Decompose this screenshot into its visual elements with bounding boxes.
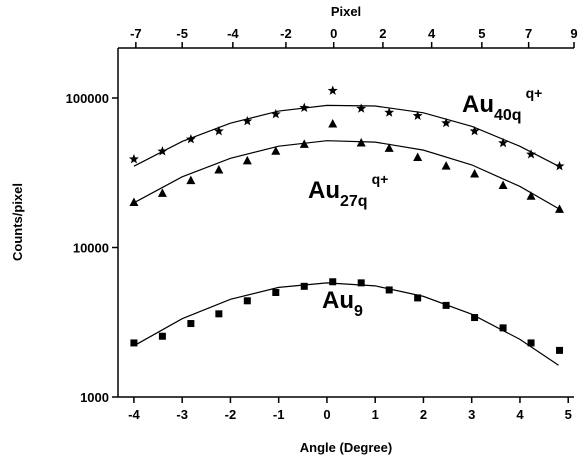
x2-tick-label: 0	[330, 26, 337, 41]
label-sub: 40q	[494, 107, 522, 124]
x2-tick-label: -4	[227, 26, 239, 41]
x-tick-label: 0	[323, 407, 330, 422]
star-marker	[213, 125, 224, 136]
x2-tick-label: 9	[570, 26, 577, 41]
x2-tick-label: -5	[176, 26, 188, 41]
square-marker	[556, 346, 564, 354]
triangle-marker	[186, 175, 196, 185]
label-base: Au	[308, 177, 340, 204]
triangle-marker	[299, 139, 309, 148]
y-axis-title: Counts/pixel	[10, 183, 25, 261]
square-marker	[414, 294, 422, 302]
x2-tick-label: 2	[379, 26, 386, 41]
triangle-marker	[129, 197, 139, 206]
star-marker	[299, 102, 310, 112]
label-sub: 9	[354, 303, 363, 320]
x-tick-label: 2	[420, 407, 427, 422]
triangle-marker	[384, 143, 394, 152]
fit-line	[133, 282, 559, 366]
star-marker	[412, 110, 423, 121]
star-marker	[441, 117, 452, 128]
x2-axis-title: Pixel	[331, 4, 361, 19]
star-marker	[185, 134, 196, 144]
x-tick-label: 3	[468, 407, 475, 422]
y-tick-label: 10000	[73, 241, 109, 256]
square-marker	[215, 310, 223, 318]
triangle-marker	[271, 146, 281, 155]
square-marker	[300, 282, 308, 290]
star-marker	[327, 85, 338, 95]
fit-line	[133, 104, 559, 167]
x-tick-label: -4	[128, 407, 140, 422]
star-marker	[498, 137, 509, 148]
label-base: Au	[322, 287, 354, 314]
star-marker	[270, 108, 281, 119]
x-tick-label: 4	[516, 407, 524, 422]
label-sup: q+	[526, 85, 543, 101]
star-marker	[526, 149, 536, 159]
fit-line	[133, 140, 559, 210]
triangle-marker	[157, 188, 167, 197]
star-marker	[469, 125, 480, 136]
x-axis-title: Angle (Degree)	[300, 440, 392, 455]
x2-tick-label: -7	[130, 26, 142, 41]
x-tick-label: 1	[372, 407, 379, 422]
square-marker	[272, 289, 280, 297]
y-tick-label: 100000	[66, 91, 109, 106]
square-marker	[442, 301, 450, 309]
x-tick-label: -3	[176, 407, 188, 422]
triangle-marker	[441, 161, 451, 170]
series-label: Au40qq+	[462, 85, 542, 124]
triangle-marker	[328, 119, 338, 128]
label-base: Au	[462, 91, 494, 118]
triangle-marker	[413, 152, 423, 161]
y-tick-label: 1000	[80, 390, 109, 405]
triangle-marker	[470, 169, 480, 178]
star-marker	[128, 153, 139, 164]
triangle-marker	[526, 191, 536, 200]
x2-tick-label: 7	[525, 26, 532, 41]
square-marker	[130, 339, 138, 347]
star-marker	[384, 107, 395, 117]
square-marker	[471, 314, 479, 322]
square-marker	[243, 297, 251, 305]
triangle-marker	[498, 180, 508, 189]
square-marker	[329, 278, 337, 286]
star-marker	[554, 160, 565, 171]
series-label: Au9	[322, 287, 363, 320]
x2-tick-label: -2	[280, 26, 292, 41]
square-marker	[357, 279, 365, 287]
label-sub: 27q	[340, 193, 368, 210]
triangle-marker	[242, 155, 252, 165]
square-marker	[385, 286, 393, 294]
triangle-marker	[214, 164, 224, 174]
square-marker	[158, 332, 166, 340]
label-sup: q+	[372, 171, 389, 187]
square-marker	[499, 324, 507, 332]
square-marker	[187, 320, 195, 328]
triangle-marker	[555, 204, 565, 213]
star-marker	[157, 146, 168, 156]
x2-tick-label: 4	[428, 26, 436, 41]
series-label: Au27qq+	[308, 171, 388, 210]
x-tick-label: -1	[273, 407, 285, 422]
x-tick-label: -2	[225, 407, 237, 422]
star-marker	[242, 115, 253, 126]
square-marker	[527, 339, 535, 347]
triangle-marker	[356, 138, 366, 147]
x-tick-label: 5	[565, 407, 572, 422]
x2-tick-label: 5	[478, 26, 485, 41]
star-marker	[356, 103, 367, 113]
